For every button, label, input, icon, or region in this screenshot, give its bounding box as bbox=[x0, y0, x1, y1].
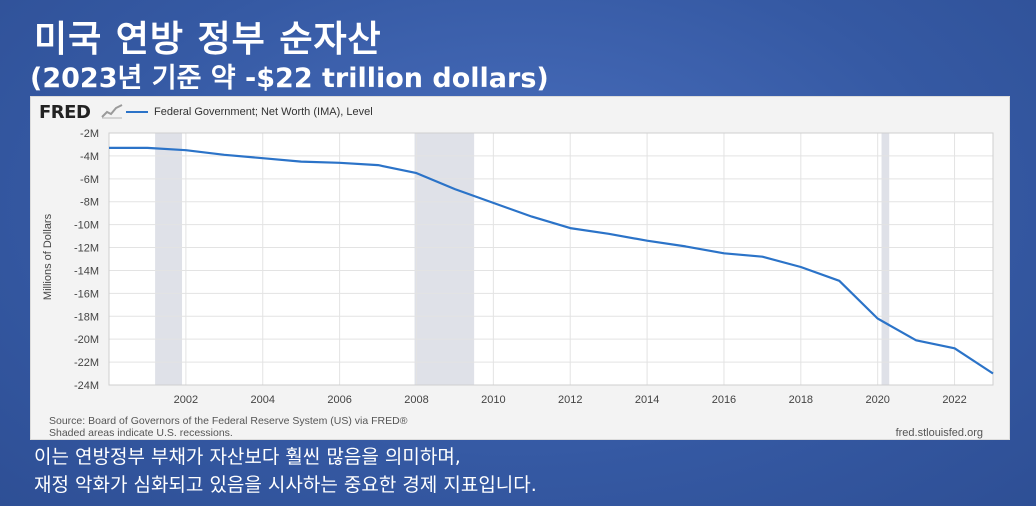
recession-shading bbox=[109, 133, 993, 385]
x-tick-label: 2004 bbox=[250, 394, 274, 406]
y-tick-label: -10M bbox=[74, 220, 99, 232]
x-tick-label: 2016 bbox=[712, 394, 736, 406]
y-axis: -2M -4M -6M -8M -10M -12M -14M -16M -18M -20M -22M… bbox=[74, 128, 99, 392]
y-tick-label: -20M bbox=[74, 334, 99, 346]
x-tick-label: 2010 bbox=[481, 394, 505, 406]
y-tick-label: -6M bbox=[80, 174, 99, 186]
chart-svg: -2M -4M -6M -8M -10M -12M -14M -16M -18M -20M -22M… bbox=[42, 128, 994, 406]
chart-legend: Federal Government; Net Worth (IMA), Lev… bbox=[126, 106, 373, 118]
x-tick-label: 2018 bbox=[789, 394, 813, 406]
y-tick-label: -12M bbox=[74, 243, 99, 255]
x-tick-label: 2002 bbox=[174, 394, 198, 406]
legend-label: Federal Government; Net Worth (IMA), Lev… bbox=[154, 106, 373, 118]
recession-band bbox=[414, 133, 475, 385]
y-tick-label: -8M bbox=[80, 197, 99, 209]
y-tick-label: -24M bbox=[74, 380, 99, 392]
page-title: 미국 연방 정부 순자산 bbox=[34, 19, 382, 60]
fred-logo: FRED bbox=[39, 102, 91, 123]
caption: 이는 연방정부 부채가 자산보다 훨씬 많음을 의미하며, 재정 악화가 심화되… bbox=[34, 443, 537, 499]
caption-line-1: 이는 연방정부 부채가 자산보다 훨씬 많음을 의미하며, bbox=[34, 446, 461, 468]
x-tick-label: 2014 bbox=[635, 394, 659, 406]
y-tick-label: -2M bbox=[80, 128, 99, 140]
x-tick-label: 2020 bbox=[865, 394, 889, 406]
plot-border bbox=[108, 132, 994, 386]
plot-background bbox=[109, 133, 993, 385]
recession-note: Shaded areas indicate U.S. recessions. bbox=[49, 427, 233, 439]
caption-line-2: 재정 악화가 심화되고 있음을 시사하는 중요한 경제 지표입니다. bbox=[34, 474, 537, 496]
y-tick-label: -16M bbox=[74, 288, 99, 300]
plot-frame bbox=[108, 132, 994, 386]
legend-swatch bbox=[126, 111, 148, 114]
series-line bbox=[109, 146, 994, 375]
x-axis: 2002 2004 2006 2008 2010 2012 2014 2016 2018 2020… bbox=[174, 394, 967, 406]
fred-chart-panel: FRED Federal Government; Net Worth (IMA)… bbox=[30, 96, 1010, 440]
y-tick-label: -22M bbox=[74, 357, 99, 369]
fred-url[interactable]: fred.stlouisfed.org bbox=[895, 427, 983, 439]
recession-band bbox=[155, 133, 183, 385]
y-tick-label: -18M bbox=[74, 311, 99, 323]
x-tick-label: 2008 bbox=[404, 394, 428, 406]
y-tick-label: -4M bbox=[80, 151, 99, 163]
x-tick-label: 2006 bbox=[327, 394, 351, 406]
y-axis-label: Millions of Dollars bbox=[42, 213, 54, 300]
chart-source: Source: Board of Governors of the Federa… bbox=[49, 415, 407, 439]
x-tick-label: 2022 bbox=[942, 394, 966, 406]
page-subtitle: (2023년 기준 약 -$22 trillion dollars) bbox=[30, 63, 549, 94]
recession-band bbox=[881, 133, 890, 385]
fred-graph-icon bbox=[101, 104, 123, 119]
series-layer bbox=[109, 146, 994, 375]
source-line: Source: Board of Governors of the Federa… bbox=[49, 415, 408, 427]
x-tick-label: 2012 bbox=[558, 394, 582, 406]
y-tick-label: -14M bbox=[74, 265, 99, 277]
